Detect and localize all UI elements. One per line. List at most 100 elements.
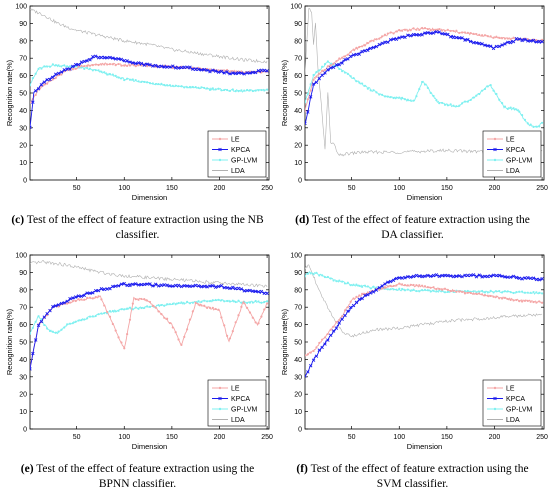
series-point-kpca bbox=[262, 68, 266, 73]
series-point-gp-lvm bbox=[309, 83, 312, 86]
series-point-kpca bbox=[323, 342, 327, 346]
series-point-le bbox=[452, 29, 455, 33]
series-point-gp-lvm bbox=[63, 64, 66, 67]
series-point-kpca bbox=[306, 110, 310, 114]
y-tick-label: 30 bbox=[19, 125, 27, 132]
y-tick-label: 70 bbox=[294, 56, 302, 63]
series-point-kpca bbox=[96, 288, 101, 293]
series-point-gp-lvm bbox=[412, 288, 415, 291]
series-point-gp-lvm bbox=[475, 94, 478, 97]
y-tick-label: 20 bbox=[294, 392, 302, 399]
series-point-le bbox=[260, 315, 263, 318]
series-point-gp-lvm bbox=[217, 298, 220, 301]
legend-label-le: LE bbox=[231, 386, 240, 393]
series-point-gp-lvm bbox=[415, 289, 418, 293]
series-point-gp-lvm bbox=[481, 289, 484, 293]
series-point-le bbox=[403, 28, 407, 31]
legend-label-gp-lvm: GP-LVM bbox=[506, 407, 532, 414]
series-point-kpca bbox=[497, 273, 501, 278]
series-point-gp-lvm bbox=[406, 98, 409, 101]
series-point-kpca bbox=[391, 37, 396, 41]
series-point-kpca bbox=[305, 121, 307, 126]
series-point-gp-lvm bbox=[126, 307, 129, 310]
series-point-kpca bbox=[79, 294, 84, 298]
series-point-kpca bbox=[357, 52, 361, 56]
series-point-kpca bbox=[331, 65, 336, 70]
series-point-le bbox=[91, 297, 94, 300]
series-point-gp-lvm bbox=[30, 332, 32, 335]
legend-label-le: LE bbox=[506, 386, 515, 393]
series-point-gp-lvm bbox=[263, 300, 266, 304]
series-point-le bbox=[332, 62, 335, 65]
series-point-gp-lvm bbox=[34, 320, 37, 323]
series-point-kpca bbox=[65, 299, 69, 304]
series-point-kpca bbox=[265, 69, 269, 73]
series-point-gp-lvm bbox=[492, 89, 495, 92]
series-point-kpca bbox=[468, 39, 473, 44]
series-point-kpca bbox=[443, 273, 447, 278]
series-point-gp-lvm bbox=[254, 89, 257, 92]
series-point-le bbox=[111, 322, 114, 326]
legend-label-lda: LDA bbox=[231, 417, 245, 424]
series-point-kpca bbox=[51, 304, 55, 309]
plot-area bbox=[305, 264, 544, 378]
series-point-gp-lvm bbox=[211, 87, 214, 90]
series-point-kpca bbox=[202, 67, 206, 72]
legend: LE KPCA GP-LVM LDA bbox=[482, 130, 542, 178]
series-point-gp-lvm bbox=[535, 291, 538, 294]
series-point-kpca bbox=[508, 275, 513, 279]
series-point-gp-lvm bbox=[329, 277, 332, 280]
series-point-kpca bbox=[457, 274, 461, 278]
series-point-le bbox=[114, 329, 117, 332]
series-point-gp-lvm bbox=[409, 99, 412, 102]
series-point-kpca bbox=[317, 76, 322, 81]
series-point-le bbox=[243, 302, 246, 305]
panel-f: 0 10 20 30 40 50 60 70 80 90 100 50 100 150 200 250 Dime… bbox=[275, 249, 550, 498]
series-point-kpca bbox=[222, 71, 226, 75]
series-point-kpca bbox=[477, 273, 481, 277]
series-point-gp-lvm bbox=[223, 88, 226, 92]
series-point-le bbox=[346, 53, 349, 56]
series-point-gp-lvm bbox=[369, 89, 372, 92]
series-point-gp-lvm bbox=[43, 65, 46, 68]
series-point-kpca bbox=[162, 65, 166, 69]
series-point-gp-lvm bbox=[226, 88, 229, 92]
series-point-kpca bbox=[131, 61, 135, 65]
series-point-kpca bbox=[326, 68, 330, 72]
series-point-kpca bbox=[466, 273, 470, 278]
series-point-gp-lvm bbox=[438, 101, 441, 105]
series-point-gp-lvm bbox=[134, 306, 137, 309]
series-point-kpca bbox=[517, 276, 521, 280]
series-point-gp-lvm bbox=[94, 69, 97, 72]
series-point-kpca bbox=[228, 72, 232, 76]
series-point-gp-lvm bbox=[217, 87, 220, 90]
series-point-kpca bbox=[311, 358, 316, 362]
series-point-le bbox=[103, 63, 106, 66]
series-point-le bbox=[383, 33, 387, 36]
series-point-gp-lvm bbox=[409, 289, 412, 292]
series-point-le bbox=[540, 301, 544, 304]
series-point-gp-lvm bbox=[251, 301, 254, 304]
series-point-kpca bbox=[380, 41, 384, 45]
series-point-gp-lvm bbox=[378, 93, 381, 96]
series-point-le bbox=[88, 64, 92, 67]
series-point-gp-lvm bbox=[501, 291, 504, 294]
series-point-gp-lvm bbox=[481, 89, 484, 92]
series-point-gp-lvm bbox=[237, 299, 240, 302]
series-point-gp-lvm bbox=[429, 290, 432, 293]
y-tick-label: 100 bbox=[15, 253, 27, 260]
series-point-kpca bbox=[73, 62, 78, 67]
series-point-le bbox=[117, 336, 120, 339]
series-point-gp-lvm bbox=[381, 93, 384, 96]
series-point-gp-lvm bbox=[401, 96, 404, 99]
series-point-kpca bbox=[142, 63, 146, 67]
series-point-gp-lvm bbox=[211, 299, 214, 302]
series-point-le bbox=[217, 69, 220, 72]
series-point-le bbox=[131, 302, 134, 305]
series-point-le bbox=[538, 300, 541, 303]
caption-line-2: BPNN classifier. bbox=[98, 478, 177, 490]
y-tick-label: 10 bbox=[294, 409, 302, 416]
series-point-gp-lvm bbox=[86, 317, 89, 320]
legend-marker bbox=[493, 407, 497, 411]
series-point-gp-lvm bbox=[131, 78, 134, 81]
